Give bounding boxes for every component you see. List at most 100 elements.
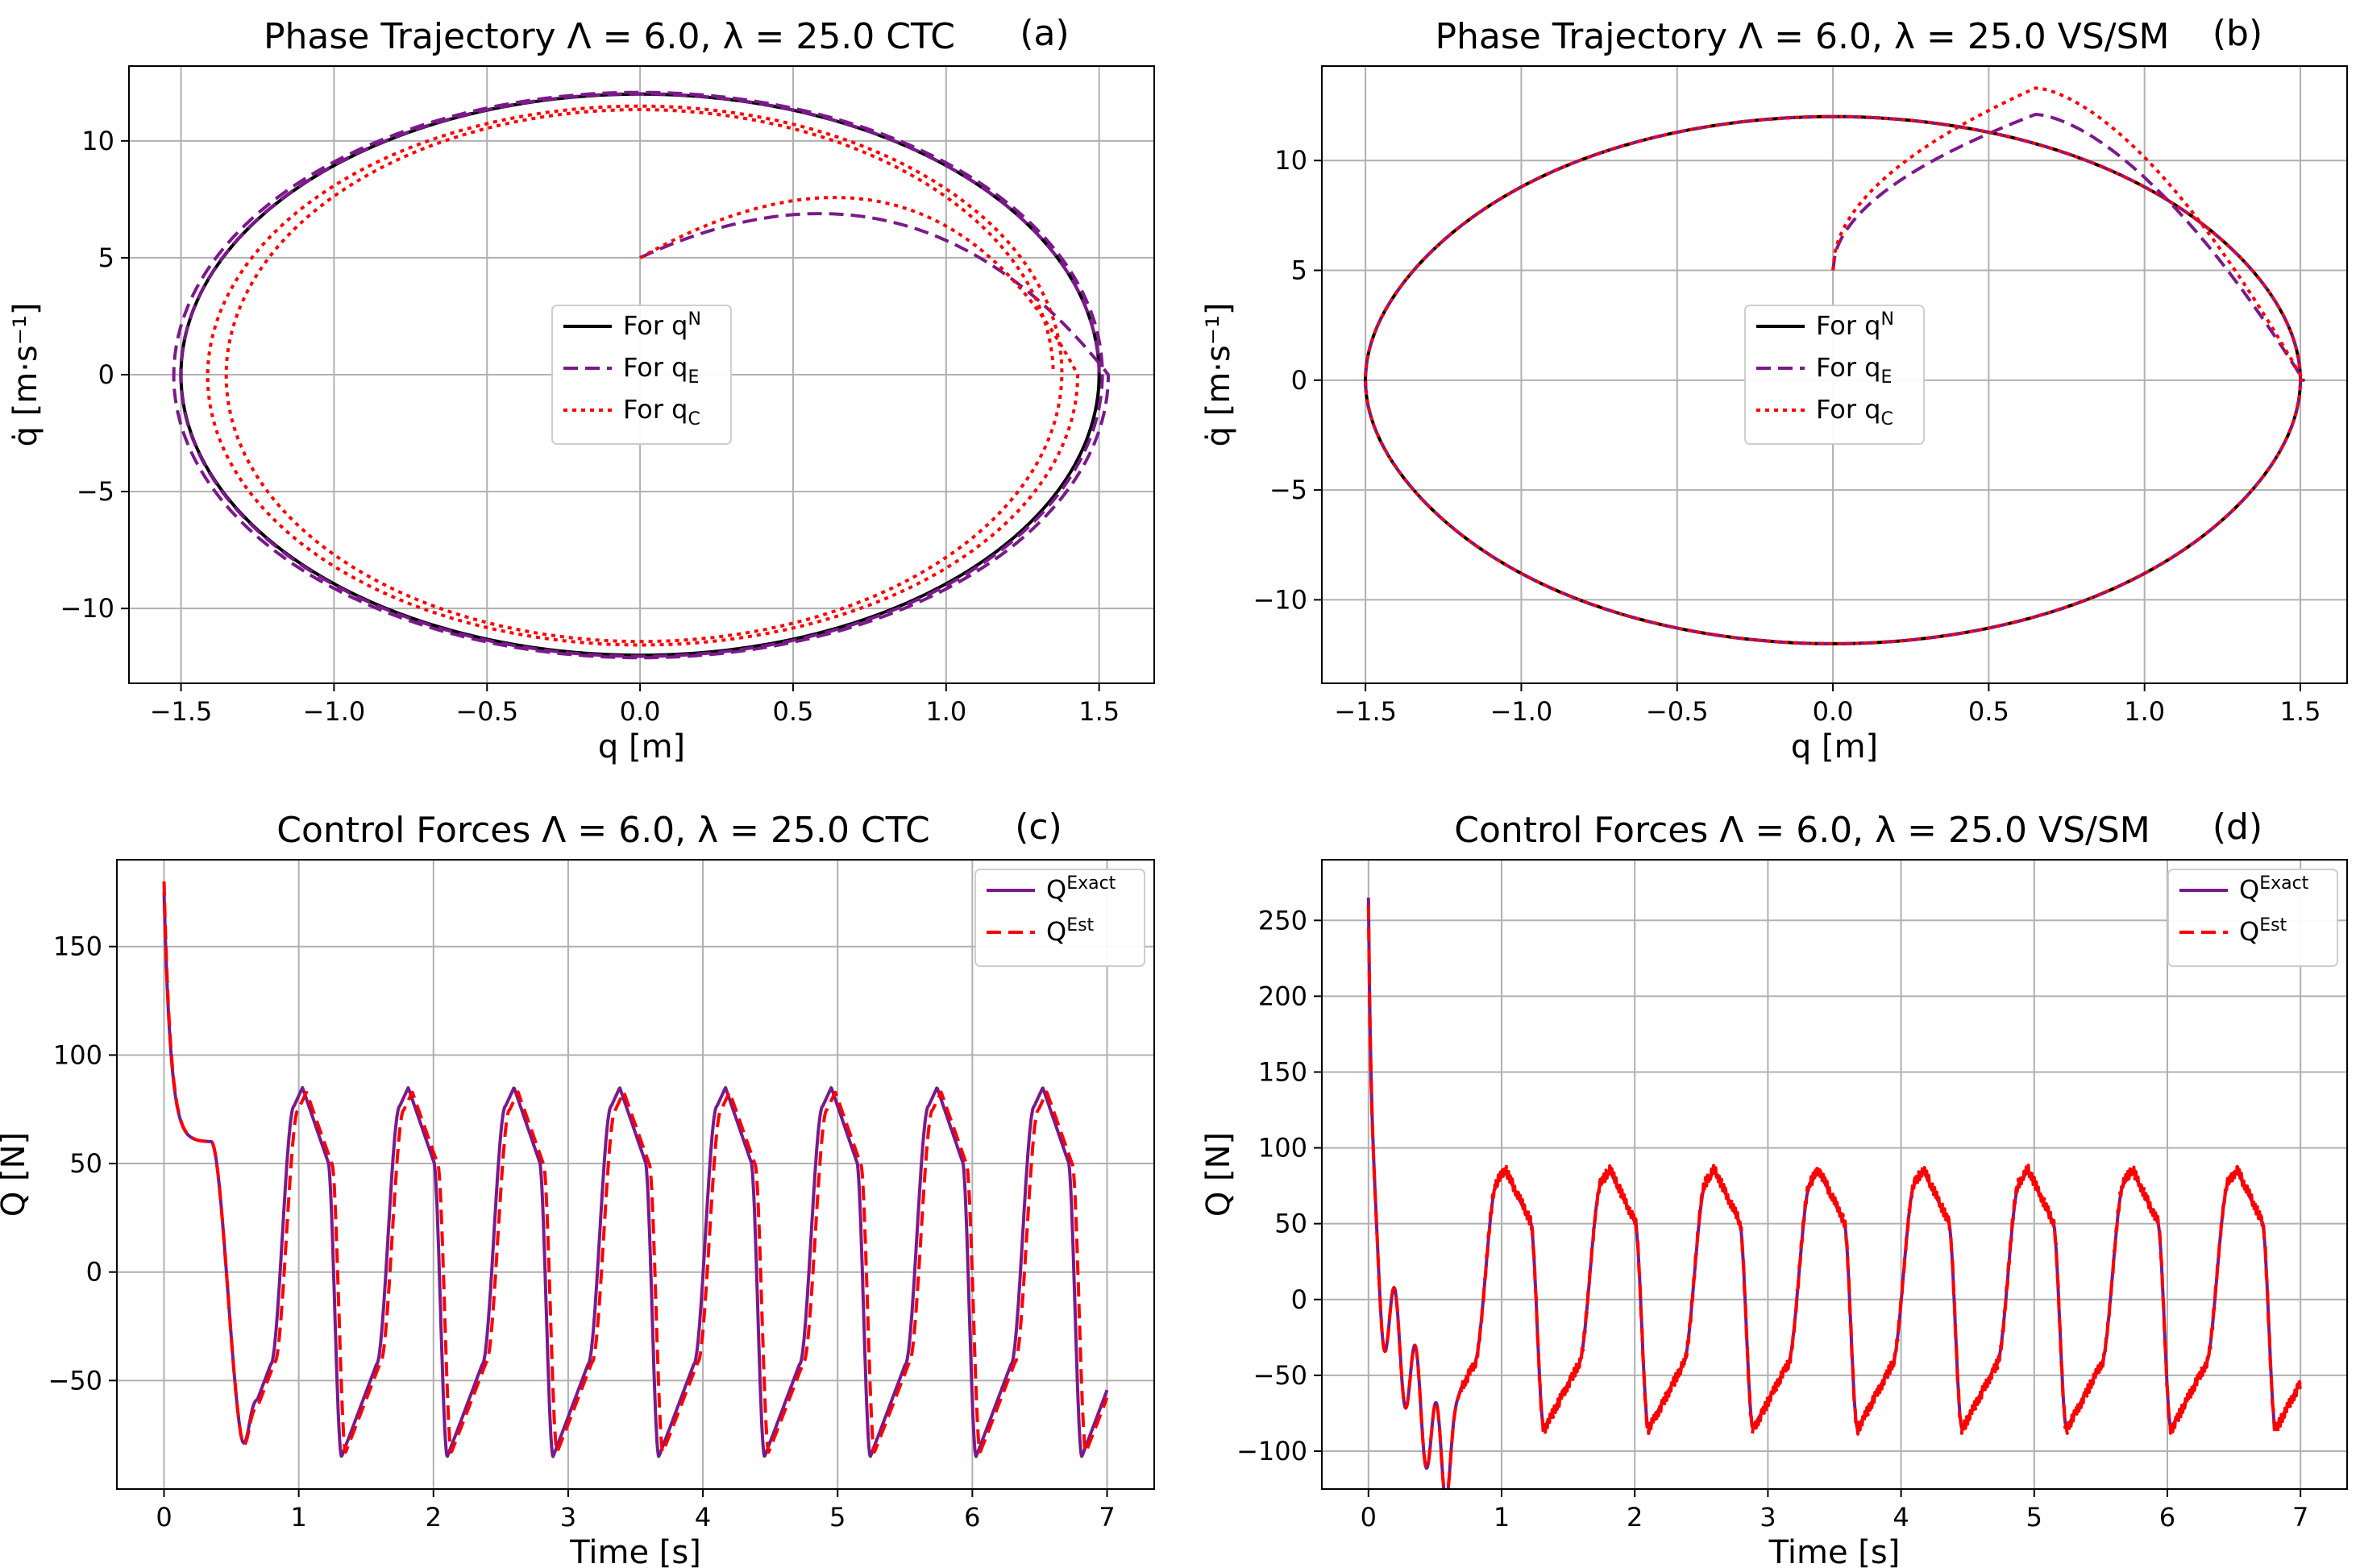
legend-label: QEst: [1046, 915, 1095, 947]
axes-frame: [1321, 859, 2348, 1490]
y-tick-label: 50: [1274, 1209, 1307, 1239]
legend-label: For qN: [623, 309, 701, 341]
y-tick-label: 200: [1258, 981, 1307, 1011]
x-tick-label: 5: [2026, 1502, 2042, 1533]
plot-area: [1366, 897, 2303, 1489]
chart-title: Control Forces Λ = 6.0, λ = 25.0 CTC: [276, 810, 929, 851]
panel-tag: (a): [1020, 13, 1069, 54]
x-tick-label: 6: [964, 1502, 980, 1533]
y-tick-label: 100: [1258, 1133, 1307, 1164]
y-axis-label: q̇ [m·s⁻¹]: [1200, 303, 1237, 447]
legend-label: For qN: [1816, 309, 1894, 341]
series-2-line: [206, 104, 1080, 647]
x-tick-label: 1.0: [2124, 696, 2165, 727]
x-tick-label: 1.5: [1078, 696, 1120, 727]
x-tick-label: 4: [1893, 1502, 1909, 1533]
series-1-line: [172, 90, 1110, 660]
legend-label: For qE: [1816, 352, 1892, 388]
x-axis-label: Time [s]: [1768, 1534, 1901, 1568]
y-tick-label: 0: [98, 359, 114, 390]
legend-label: QExact: [2239, 873, 2309, 905]
x-tick-label: −0.5: [1646, 696, 1709, 727]
x-tick-label: 3: [560, 1502, 576, 1533]
y-tick-label: 250: [1258, 905, 1307, 935]
chart-title: Phase Trajectory Λ = 6.0, λ = 25.0 VS/SM: [1435, 16, 2169, 57]
y-axis-label: q̇ [m·s⁻¹]: [7, 303, 44, 447]
series-1-line: [1366, 905, 2303, 1489]
y-tick-label: −5: [1269, 475, 1307, 505]
plot-area: [162, 881, 1109, 1458]
panel-a: −1.5 −1.0 −0.5 0.0 0.5 1.0 1.5 −10 −5 0 5 10 Phase T…: [7, 13, 1155, 765]
legend-box: [2167, 869, 2338, 967]
axes-frame: [128, 65, 1155, 684]
plot-area: [1364, 86, 2305, 645]
x-tick-label: 7: [2292, 1502, 2308, 1533]
y-tick-label: −50: [48, 1365, 102, 1396]
axes-frame: [116, 859, 1155, 1490]
panel-b: −1.5 −1.0 −0.5 0.0 0.5 1.0 1.5 −10 −5 0 5 10 Phase T…: [1200, 13, 2348, 765]
x-tick-label: 3: [1760, 1502, 1776, 1533]
x-tick-label: 1: [290, 1502, 306, 1533]
chart-title: Phase Trajectory Λ = 6.0, λ = 25.0 CTC: [264, 16, 955, 57]
x-tick-label: 0.5: [1968, 696, 2009, 727]
axes-frame: [1321, 65, 2348, 684]
x-tick-label: −1.0: [303, 696, 366, 727]
x-tick-label: −1.5: [1334, 696, 1397, 727]
y-tick-label: 10: [1274, 145, 1307, 176]
x-tick-label: 0: [156, 1502, 172, 1533]
y-axis-label: Q [N]: [1200, 1132, 1237, 1217]
legend-label: For qC: [1816, 394, 1893, 429]
x-tick-label: 5: [829, 1502, 846, 1533]
y-tick-label: 50: [69, 1148, 102, 1179]
x-axis-label: q [m]: [1791, 728, 1878, 765]
x-tick-label: 0.5: [773, 696, 814, 727]
y-tick-label: −5: [77, 476, 114, 507]
x-tick-label: 0.0: [620, 696, 661, 727]
x-tick-label: −0.5: [455, 696, 518, 727]
y-tick-label: −100: [1236, 1436, 1307, 1466]
panel-tag: (c): [1015, 807, 1062, 848]
x-tick-label: 6: [2159, 1502, 2175, 1533]
legend-label: For qC: [623, 394, 700, 429]
y-tick-label: 0: [86, 1257, 102, 1288]
legend-box: [551, 305, 732, 445]
y-tick-label: −10: [1253, 584, 1307, 615]
y-tick-label: 0: [1291, 365, 1307, 396]
x-tick-label: 1: [1494, 1502, 1510, 1533]
x-tick-label: 0: [1361, 1502, 1377, 1533]
series-2-line: [1364, 86, 2305, 645]
x-tick-label: −1.0: [1490, 696, 1553, 727]
series-0-line: [162, 892, 1109, 1458]
legend-box: [1744, 305, 1925, 445]
x-tick-label: 2: [426, 1502, 442, 1533]
x-axis-label: q [m]: [598, 728, 685, 765]
legend-label: For qE: [623, 352, 699, 388]
x-tick-label: 0.0: [1813, 696, 1854, 727]
legend-label: QExact: [1046, 873, 1116, 905]
panel-tag: (b): [2212, 13, 2262, 54]
plot-area: [172, 90, 1110, 660]
chart-title: Control Forces Λ = 6.0, λ = 25.0 VS/SM: [1454, 810, 2150, 851]
panel-tag: (d): [2212, 807, 2262, 848]
y-tick-label: 150: [1258, 1056, 1307, 1087]
x-tick-label: 4: [695, 1502, 711, 1533]
x-tick-label: 2: [1627, 1502, 1643, 1533]
y-tick-label: 10: [81, 126, 114, 156]
x-tick-label: 7: [1099, 1502, 1115, 1533]
y-tick-label: −50: [1253, 1360, 1307, 1391]
panel-c: 0 1 2 3 4 5 6 7 −50 0 50 100 150 Control Forces Λ = 6…: [0, 807, 1155, 1568]
y-tick-label: 5: [98, 243, 114, 273]
legend-box: [974, 869, 1145, 967]
x-tick-label: 1.5: [2280, 696, 2321, 727]
x-axis-label: Time [s]: [569, 1534, 701, 1568]
series-1-line: [162, 881, 1109, 1454]
y-axis-label: Q [N]: [0, 1132, 32, 1217]
y-tick-label: 5: [1291, 255, 1307, 286]
y-tick-label: −10: [60, 593, 114, 624]
x-tick-label: 1.0: [925, 696, 966, 727]
panel-d: 0 1 2 3 4 5 6 7 −100 −50 0 50 100 150 200 250 Control Fo…: [1200, 807, 2348, 1568]
x-tick-label: −1.5: [150, 696, 213, 727]
legend-label: QEst: [2239, 915, 2287, 947]
y-tick-label: 100: [53, 1039, 102, 1070]
